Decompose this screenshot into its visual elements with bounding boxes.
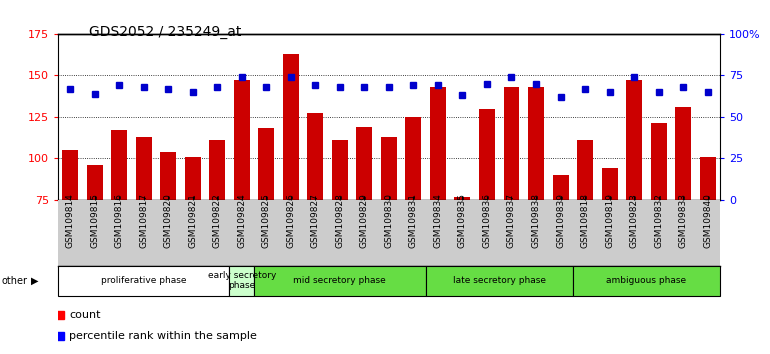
Bar (185, 157, 201, 200)
Bar (283, 53, 299, 200)
Bar (405, 117, 421, 200)
Text: proliferative phase: proliferative phase (101, 276, 186, 285)
Bar (86, 165, 102, 200)
Bar (62, 150, 78, 200)
Bar (332, 140, 348, 200)
Bar (700, 157, 715, 200)
Bar (254, 266, 426, 296)
Bar (675, 107, 691, 200)
Bar (307, 114, 323, 200)
Text: ▶: ▶ (31, 275, 38, 286)
Bar (58, 266, 229, 296)
Bar (426, 266, 573, 296)
Bar (553, 175, 568, 200)
Text: GDS2052 / 235249_at: GDS2052 / 235249_at (89, 25, 241, 39)
Bar (234, 80, 249, 200)
Bar (229, 266, 254, 296)
Bar (577, 140, 593, 200)
Bar (160, 152, 176, 200)
Bar (357, 127, 373, 200)
Bar (601, 169, 618, 200)
Bar (626, 80, 642, 200)
Bar (381, 137, 397, 200)
Bar (454, 197, 470, 200)
Text: other: other (2, 275, 28, 286)
Text: ambiguous phase: ambiguous phase (606, 276, 686, 285)
Text: late secretory phase: late secretory phase (453, 276, 546, 285)
Bar (651, 124, 667, 200)
Text: early secretory
phase: early secretory phase (207, 271, 276, 290)
Bar (573, 266, 720, 296)
Bar (111, 130, 127, 200)
Text: percentile rank within the sample: percentile rank within the sample (69, 331, 257, 341)
Bar (479, 108, 495, 200)
Bar (430, 87, 446, 200)
Bar (258, 129, 274, 200)
Bar (209, 140, 225, 200)
Bar (504, 87, 520, 200)
Text: mid secretory phase: mid secretory phase (293, 276, 387, 285)
Bar (136, 137, 152, 200)
Text: count: count (69, 309, 101, 320)
Bar (528, 87, 544, 200)
